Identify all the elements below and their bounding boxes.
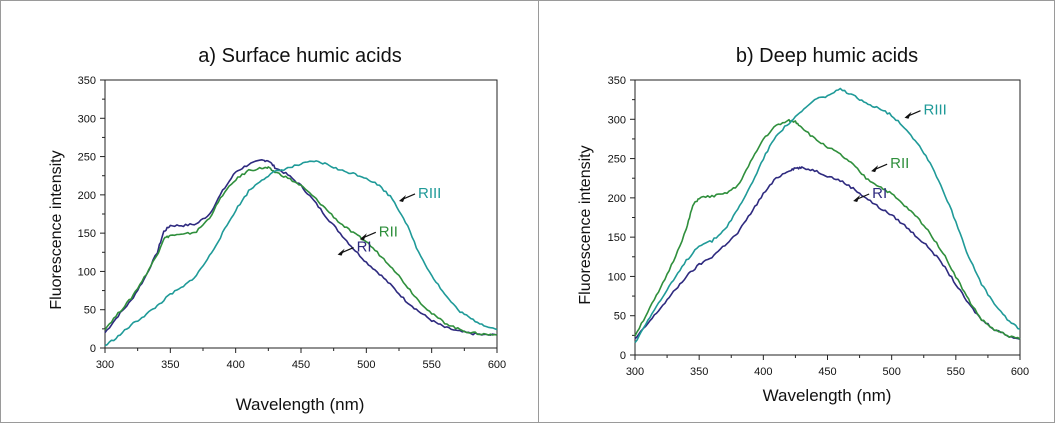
annotation-layer: RI RII RIII	[337, 185, 441, 256]
series-line-riii	[104, 160, 498, 347]
chart-title: b) Deep humic acids	[736, 45, 918, 67]
x-axis-label: Wavelength (nm)	[763, 386, 892, 405]
series-annotation-label: RI	[357, 239, 372, 256]
x-tick-label: 450	[818, 366, 836, 378]
plot-area	[634, 79, 1021, 356]
series-line-ri	[634, 166, 1021, 341]
x-tick-label: 600	[488, 359, 506, 371]
x-tick-label: 350	[161, 359, 179, 371]
annotation-arrowhead	[871, 165, 879, 173]
y-tick-label: 350	[608, 75, 626, 87]
y-axis-label: Fluorescence intensity	[48, 150, 65, 309]
y-axis-ticks: 0 50 100 150 200 250 300 350	[78, 75, 105, 355]
annotation-arrowhead	[853, 195, 861, 202]
x-tick-label: 550	[422, 359, 440, 371]
y-tick-label: 50	[84, 305, 96, 317]
x-axis-ticks: 300 350 400 450 500 550 600	[626, 355, 1029, 378]
y-axis-ticks: 0 50 100 150 200 250 300 350	[608, 75, 635, 362]
x-tick-label: 600	[1011, 366, 1029, 378]
y-tick-label: 350	[78, 75, 96, 87]
x-tick-label: 450	[292, 359, 310, 371]
chart-panel-surface: a) Surface humic acids Wavelength (nm) F…	[48, 45, 506, 414]
y-tick-label: 250	[78, 152, 96, 164]
series-layer	[104, 159, 498, 347]
series-annotation-label: RI	[872, 185, 887, 202]
annotation-arrowhead	[399, 194, 406, 202]
x-tick-label: 500	[882, 366, 900, 378]
series-line-riii	[634, 87, 1021, 344]
y-tick-label: 100	[608, 271, 626, 283]
series-layer	[634, 87, 1021, 344]
chart-panel-deep: b) Deep humic acids Wavelength (nm) Fluo…	[577, 45, 1029, 405]
annotation-arrowhead	[904, 111, 912, 119]
x-tick-label: 300	[626, 366, 644, 378]
y-tick-label: 0	[90, 343, 96, 355]
series-line-rii	[634, 118, 1021, 340]
annotation-arrowhead	[337, 248, 345, 256]
y-tick-label: 150	[78, 228, 96, 240]
y-tick-label: 50	[614, 311, 626, 323]
annotation-arrowhead	[359, 233, 367, 241]
y-tick-label: 150	[608, 232, 626, 244]
series-annotation-label: RII	[890, 155, 909, 172]
series-line-rii	[104, 166, 498, 336]
y-tick-label: 250	[608, 154, 626, 166]
y-tick-label: 200	[608, 193, 626, 205]
y-tick-label: 300	[78, 113, 96, 125]
series-annotation-label: RII	[379, 223, 398, 240]
x-tick-label: 400	[754, 366, 772, 378]
x-axis-label: Wavelength (nm)	[236, 395, 365, 414]
y-tick-label: 300	[608, 114, 626, 126]
y-axis-label: Fluorescence intensity	[577, 145, 594, 304]
y-tick-label: 100	[78, 266, 96, 278]
x-tick-label: 300	[96, 359, 114, 371]
x-tick-label: 500	[357, 359, 375, 371]
series-line-ri	[104, 159, 498, 336]
series-annotation-label: RIII	[924, 102, 947, 119]
x-axis-ticks: 300 350 400 450 500 550 600	[96, 348, 506, 371]
x-tick-label: 550	[947, 366, 965, 378]
y-tick-label: 200	[78, 190, 96, 202]
plot-area	[104, 79, 498, 349]
chart-title: a) Surface humic acids	[198, 45, 401, 67]
y-tick-label: 0	[620, 350, 626, 362]
x-tick-label: 350	[690, 366, 708, 378]
x-tick-label: 400	[226, 359, 244, 371]
series-annotation-label: RIII	[418, 185, 441, 202]
